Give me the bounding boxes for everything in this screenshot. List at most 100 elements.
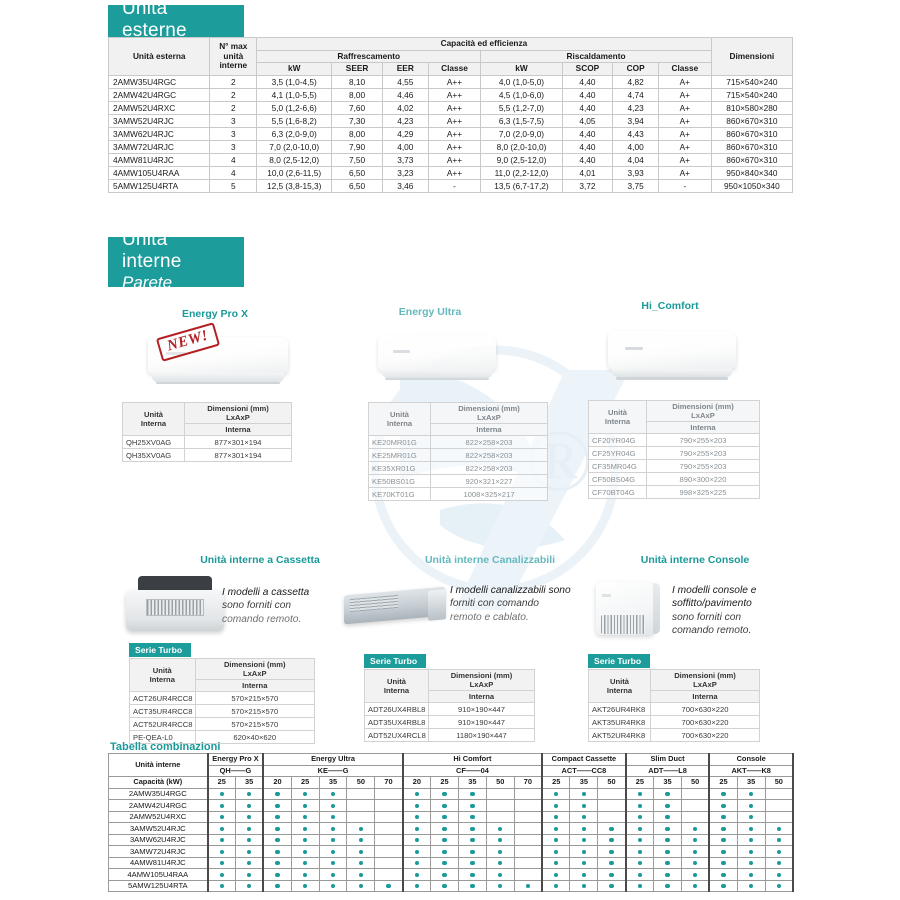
compatibility-dot-icon bbox=[554, 815, 559, 820]
th-combo-groupcode-0: QH——G bbox=[206, 764, 264, 777]
th-interna: Interna bbox=[184, 423, 292, 437]
indoor-unit-dimensions: 790×255×203 bbox=[646, 459, 760, 474]
dimtable-body-2: CF20YR04G 790×255×203 CF25YR04G 790×255×203… bbox=[588, 433, 760, 500]
compatibility-dot-icon bbox=[498, 884, 503, 889]
outdoor-cell-nmax: 3 bbox=[209, 126, 258, 141]
outdoor-cell-h_kw: 4,0 (1,0-5,0) bbox=[480, 74, 563, 89]
outdoor-cell-cop: 3,94 bbox=[612, 113, 659, 128]
outdoor-cell-h_kw: 8,0 (2,0-10,0) bbox=[480, 139, 563, 154]
compatibility-dot-icon bbox=[665, 884, 670, 889]
product-title-energy-pro-x: Energy Pro X bbox=[182, 308, 248, 320]
compatibility-dot-icon bbox=[498, 861, 503, 866]
th-combo-capacity-1-3: 50 bbox=[346, 776, 376, 789]
outdoor-cell-h_kw: 13,5 (6,7-17,2) bbox=[480, 178, 563, 193]
table-row: AKT35UR4RK8 700×630×220 bbox=[588, 715, 760, 730]
th-combo-groupcode-5: AKT——K8 bbox=[708, 764, 794, 777]
outdoor-unit-name: 2AMW42U4RGC bbox=[107, 87, 211, 102]
combination-table: Unità interne Energy Pro X Energy Ultra Hi … bbox=[107, 753, 794, 892]
combo-dot-cell-filled bbox=[234, 868, 264, 881]
th-heating-kw: kW bbox=[480, 62, 563, 76]
th-combo-capacity-5-1: 35 bbox=[736, 776, 766, 789]
combo-row-unit-name: 2AMW35U4RGC bbox=[107, 787, 209, 800]
combo-dot-cell-filled bbox=[624, 833, 655, 846]
compatibility-dot-icon bbox=[581, 792, 587, 797]
compatibility-dot-icon bbox=[581, 826, 587, 831]
combo-dot-cell-filled bbox=[401, 856, 432, 869]
indoor-unit-name: ADT26UX4RBL8 bbox=[364, 702, 429, 717]
note-canalizzabili: I modelli canalizzabili sono forniti con… bbox=[450, 584, 580, 624]
th-combo-capacity-2-0: 20 bbox=[401, 776, 432, 789]
indoor-unit-name: QH35XV0AG bbox=[122, 448, 185, 463]
compatibility-dot-icon bbox=[303, 872, 308, 877]
combo-row-unit-name: 5AMW125U4RTA bbox=[107, 879, 209, 892]
outdoor-cell-c_kw: 6,3 (2,0-9,0) bbox=[256, 126, 333, 141]
outdoor-cell-c_class: A++ bbox=[427, 139, 482, 154]
compatibility-dot-icon bbox=[470, 826, 475, 831]
combo-dot-cell-filled bbox=[736, 856, 766, 869]
outdoor-cell-seer: 6,50 bbox=[331, 165, 383, 180]
compatibility-dot-icon bbox=[358, 872, 364, 877]
combo-dot-cell-filled bbox=[485, 868, 515, 881]
combo-dot-cell-filled bbox=[541, 879, 571, 892]
table-row: PE-QEA-L0 620×40×620 bbox=[129, 730, 316, 745]
outdoor-cell-dim: 860×670×310 bbox=[710, 126, 794, 141]
compatibility-dot-icon bbox=[693, 861, 698, 866]
product-image-energy-ultra bbox=[378, 330, 496, 388]
combo-dot-cell-filled bbox=[318, 810, 348, 823]
combo-dot-cell-filled bbox=[318, 845, 348, 858]
outdoor-cell-nmax: 4 bbox=[209, 152, 258, 167]
th-interna: Interna bbox=[430, 423, 548, 437]
combo-dot-cell-filled bbox=[206, 787, 236, 800]
outdoor-cell-nmax: 4 bbox=[209, 165, 258, 180]
compatibility-dot-icon bbox=[665, 872, 670, 877]
combo-dot-cell-filled bbox=[736, 810, 766, 823]
compatibility-dot-icon bbox=[247, 849, 252, 854]
combo-dot-cell-filled bbox=[569, 879, 599, 892]
note-cassetta-l3: comando remoto. bbox=[222, 613, 302, 625]
th-combo-groupcode-4: ADT——L8 bbox=[624, 764, 710, 777]
combo-header-row-code: QH——G KE——G CF——04 ACT——CC8 ADT——L8 AKT——K8 bbox=[109, 764, 794, 777]
compatibility-dot-icon bbox=[470, 884, 475, 889]
th-heating: Riscaldamento bbox=[480, 49, 712, 64]
combo-dot-cell-filled bbox=[624, 822, 655, 835]
compatibility-dot-icon bbox=[442, 861, 447, 866]
dimensions-table-energy-ultra: Unità Interna Dimensioni (mm) LxAxP Inte… bbox=[368, 401, 548, 502]
section-banner-indoor: Unità interne Parete bbox=[108, 229, 244, 292]
outdoor-cell-scop: 4,05 bbox=[561, 113, 614, 128]
table-row: 3AMW62U4RJC 3 6,3 (2,0-9,0) 8,00 4,29 A++ 7,0 … bbox=[107, 126, 794, 141]
combo-dot-cell-filled bbox=[764, 868, 794, 881]
th-cooling: Raffrescamento bbox=[256, 49, 482, 64]
outdoor-cell-scop: 4,40 bbox=[561, 100, 614, 115]
combo-dot-cell-filled bbox=[401, 833, 432, 846]
outdoor-cell-h_class: A+ bbox=[657, 165, 712, 180]
note-canalizzabili-l2: forniti con comando bbox=[450, 598, 539, 610]
combo-dot-cell-filled bbox=[653, 879, 682, 892]
outdoor-cell-c_class: A++ bbox=[427, 113, 482, 128]
compatibility-dot-icon bbox=[665, 815, 670, 820]
combo-dot-cell-filled bbox=[457, 856, 487, 869]
compatibility-dot-icon bbox=[219, 849, 224, 854]
combo-dot-cell-filled bbox=[653, 868, 682, 881]
th-dimensioni: Dimensioni (mm) LxAxP bbox=[194, 657, 316, 681]
combo-dot-cell-filled bbox=[569, 833, 599, 846]
combo-dot-cell-filled bbox=[485, 833, 515, 846]
combo-dot-cell-filled bbox=[457, 879, 487, 892]
combo-dot-cell-filled bbox=[430, 787, 459, 800]
combo-dot-cell-filled bbox=[234, 879, 264, 892]
compatibility-dot-icon bbox=[776, 861, 781, 866]
th-combo-capacity-0-1: 35 bbox=[234, 776, 264, 789]
combo-dot-cell-filled bbox=[290, 879, 320, 892]
outdoor-cell-c_kw: 10,0 (2,6-11,5) bbox=[256, 165, 333, 180]
compatibility-dot-icon bbox=[693, 872, 698, 877]
outdoor-cell-h_class: A+ bbox=[657, 87, 712, 102]
outdoor-cell-cop: 4,74 bbox=[612, 87, 659, 102]
compatibility-dot-icon bbox=[275, 872, 280, 877]
compatibility-dot-icon bbox=[749, 792, 754, 797]
compatibility-dot-icon bbox=[247, 792, 252, 797]
combination-table-head: Unità interne Energy Pro X Energy Ultra Hi … bbox=[107, 753, 794, 789]
th-combo-group-1: Energy Ultra bbox=[262, 753, 404, 766]
indoor-unit-dimensions: 620×40×620 bbox=[194, 730, 316, 745]
combo-dot-cell-filled bbox=[206, 810, 236, 823]
compatibility-dot-icon bbox=[665, 803, 670, 808]
th-unit-l2: Interna bbox=[386, 419, 413, 429]
